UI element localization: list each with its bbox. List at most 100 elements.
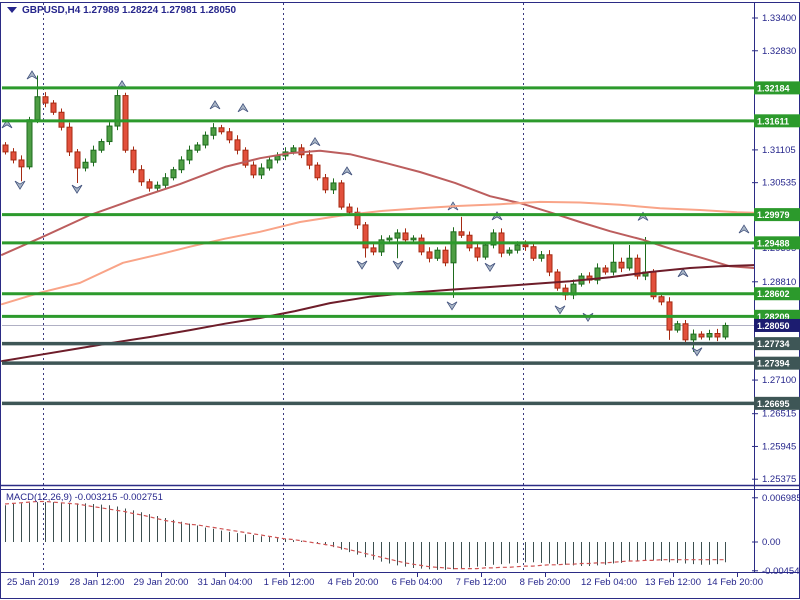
candle-body: [362, 224, 369, 249]
price-level-badge-label: 1.26695: [757, 399, 790, 409]
candle-body: [2, 144, 9, 153]
fractal-up-icon: [341, 166, 353, 176]
candle-body: [106, 125, 113, 143]
price-axis-label: 1.25945: [762, 441, 796, 452]
time-axis-label: 31 Jan 04:00: [198, 577, 253, 588]
macd-signal-line: [4, 500, 725, 570]
price-level-badge: [754, 337, 800, 351]
candle-body: [90, 149, 97, 163]
candle-body: [322, 177, 329, 191]
price-level-badge-label: 1.27734: [757, 339, 790, 349]
price-level-badge-label: 1.28050: [757, 321, 790, 331]
price-axis-label: 1.25375: [762, 474, 796, 485]
candle-body: [154, 184, 161, 189]
time-axis-label: 13 Feb 12:00: [645, 577, 701, 588]
candle-body: [138, 169, 145, 183]
candle-body: [266, 159, 273, 169]
badge-layer: 1.32184 1.31611 1.29979 1.29488 1.28602 1.282…: [754, 81, 800, 410]
time-axis-label: 1 Feb 12:00: [264, 577, 315, 588]
candle-body: [74, 151, 81, 169]
candle-body: [458, 231, 465, 236]
title-layer: GBPUSD,H4 1.27989 1.28224 1.27981 1.2805…: [6, 5, 236, 503]
candle-body: [122, 95, 129, 151]
ma-long-maroon: [1, 264, 755, 363]
candle-body: [618, 261, 625, 269]
candle-body: [178, 159, 185, 171]
candle-body: [146, 181, 153, 189]
price-level-badge-label: 1.32184: [757, 83, 790, 93]
fractal-down-icon: [14, 180, 26, 190]
candle-body: [258, 167, 265, 176]
fractal-down-icon: [484, 262, 496, 273]
time-axis-label: 4 Feb 20:00: [328, 577, 379, 588]
price-level-badge-label: 1.28602: [757, 289, 790, 299]
time-axis-label: 8 Feb 20:00: [520, 577, 571, 588]
macd-layer: [4, 500, 726, 570]
candle-body: [162, 177, 169, 186]
candle-body: [722, 324, 729, 338]
candle-body: [50, 102, 57, 113]
candle-body: [306, 154, 313, 166]
candle-body: [450, 231, 457, 264]
candle-body: [402, 232, 409, 241]
candle-body: [202, 134, 209, 146]
candle-body: [26, 119, 33, 168]
time-axis-label: 28 Jan 12:00: [70, 577, 125, 588]
candle-body: [370, 247, 377, 253]
candle-body: [66, 126, 73, 153]
fractal-down-icon: [356, 260, 368, 270]
candle-body: [514, 244, 521, 251]
macd-indicator-label: MACD(12,26,9) -0.003215 -0.002751: [6, 492, 163, 503]
fractal-up-icon: [209, 100, 221, 110]
candle-body: [474, 247, 481, 258]
candle-body: [554, 271, 561, 289]
candle-body: [354, 211, 361, 226]
time-axis-label: 29 Jan 20:00: [134, 577, 189, 588]
price-axis-label: 1.26515: [762, 409, 796, 420]
candle-body: [290, 147, 297, 153]
price-axis-label: 1.33400: [762, 13, 796, 24]
time-axis-label: 7 Feb 12:00: [456, 577, 507, 588]
price-level-badge: [754, 356, 800, 370]
fractal-up-icon: [237, 103, 249, 113]
candle-body: [130, 149, 137, 171]
candles-layer: [2, 75, 729, 352]
level-lines-top-layer: [2, 86, 754, 406]
price-axis-label: 1.28810: [762, 277, 796, 288]
time-axis-label: 6 Feb 04:00: [392, 577, 443, 588]
price-level-badge-label: 1.27394: [757, 359, 790, 369]
chart-title: GBPUSD,H4 1.27989 1.28224 1.27981 1.2805…: [22, 5, 236, 16]
candle-body: [34, 96, 41, 121]
price-level-badge: [754, 236, 800, 250]
candle-body: [194, 144, 201, 151]
candle-body: [226, 131, 233, 141]
candle-body: [538, 254, 545, 259]
price-axis-label: 1.30535: [762, 178, 796, 189]
time-axis-label: 14 Feb 20:00: [707, 577, 763, 588]
candle-body: [530, 246, 537, 259]
candle-body: [394, 232, 401, 239]
candle-body: [506, 249, 513, 254]
candle-body: [114, 95, 121, 127]
fractal-down-icon: [71, 184, 83, 194]
candle-body: [634, 257, 641, 277]
candle-body: [250, 164, 257, 176]
price-level-badge-label: 1.29488: [757, 238, 790, 248]
candle-body: [330, 182, 337, 191]
symbol-dropdown-icon[interactable]: [7, 7, 17, 13]
candle-body: [682, 323, 689, 341]
candle-body: [82, 161, 89, 169]
ma-slow-salmon: [1, 200, 755, 306]
fractal-up-icon: [309, 136, 321, 147]
price-level-badge-label: 1.28209: [757, 312, 790, 322]
candle-body: [338, 182, 345, 208]
candle-body: [98, 141, 105, 151]
price-level-badge: [754, 81, 800, 95]
fractal-up-icon: [1, 119, 13, 129]
candle-body: [378, 239, 385, 253]
fractal-down-icon: [554, 305, 566, 315]
candle-body: [626, 257, 633, 269]
